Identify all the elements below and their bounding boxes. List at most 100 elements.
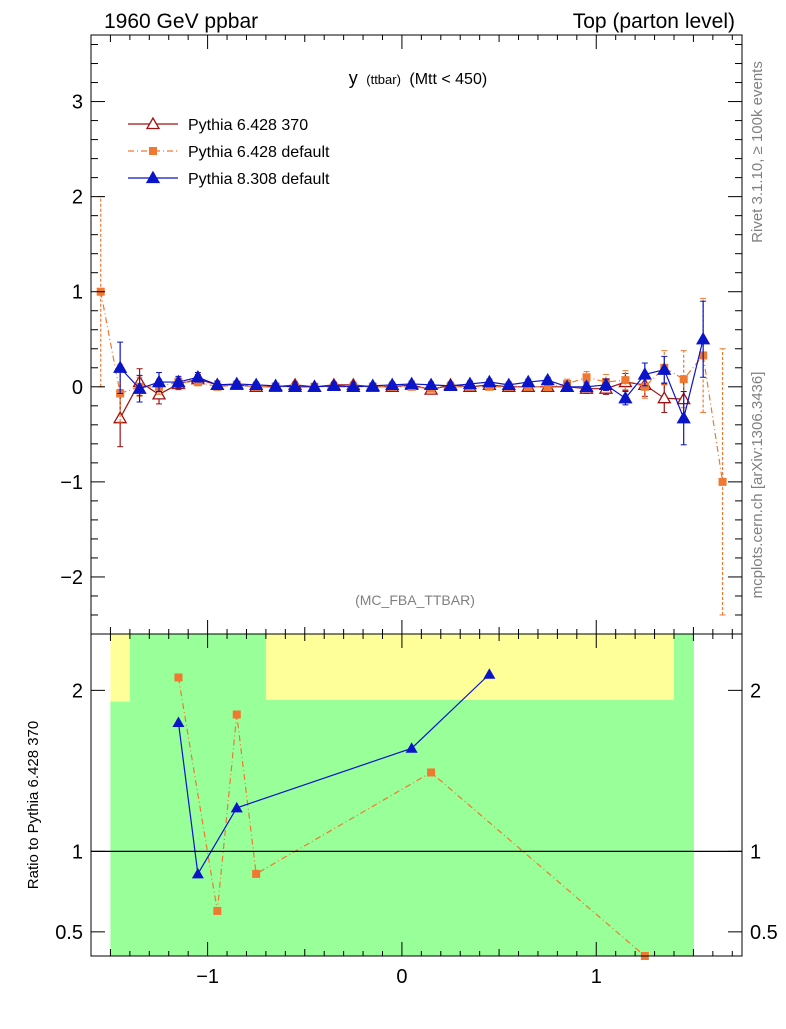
header-left: 1960 GeV ppbar — [104, 10, 258, 33]
data-point — [385, 377, 400, 391]
band-green — [401, 700, 422, 956]
data-point — [268, 378, 283, 391]
legend-label: Pythia 6.428 default — [188, 144, 330, 161]
data-point — [210, 377, 225, 391]
data-point — [171, 374, 186, 388]
legend-item: Pythia 6.428 370 — [128, 116, 308, 134]
band-yellow — [265, 634, 286, 701]
plot-title-small: (ttbar) — [366, 72, 401, 87]
plot-title-tail: (Mtt < 450) — [409, 71, 487, 88]
plot-title: y (ttbar) (Mtt < 450) — [349, 68, 487, 88]
ytick-label: 0 — [72, 377, 83, 399]
ratio-line — [177, 677, 646, 957]
band-green — [304, 700, 325, 956]
ratio-point — [172, 716, 185, 728]
ratio-point — [252, 869, 261, 878]
data-point — [151, 374, 167, 388]
band-yellow — [460, 634, 481, 701]
band-green — [557, 700, 578, 956]
ratio-ylabel: Ratio to Pythia 6.428 370 — [25, 721, 42, 889]
band-yellow — [110, 634, 131, 702]
data-point — [404, 376, 419, 390]
data-point — [543, 382, 552, 391]
data-point — [540, 372, 555, 386]
data-point — [559, 379, 575, 392]
data-point — [462, 376, 478, 390]
data-point — [521, 374, 536, 388]
series-2 — [96, 196, 727, 616]
band-yellow — [635, 634, 656, 701]
data-point — [132, 381, 147, 394]
ytick-label: 1 — [72, 282, 83, 304]
xtick-label: −1 — [196, 966, 219, 988]
watermark: (MC_FBA_TTBAR) — [355, 592, 475, 608]
data-point — [145, 170, 161, 184]
ratio-point — [405, 742, 418, 753]
legend-label: Pythia 8.308 default — [188, 171, 330, 188]
data-point — [229, 376, 244, 390]
band-yellow — [421, 634, 442, 701]
band-green — [382, 700, 403, 956]
band-green — [110, 701, 131, 956]
band-green — [265, 700, 286, 956]
data-point — [679, 375, 688, 384]
data-point — [249, 377, 264, 391]
series-3 — [113, 300, 711, 446]
ratio-series-2 — [172, 668, 496, 879]
data-point — [287, 379, 303, 392]
ratio-point — [230, 801, 243, 813]
band-green — [635, 700, 656, 956]
band-yellow — [557, 634, 578, 701]
data-point — [145, 116, 161, 130]
xtick-label: 0 — [396, 966, 407, 988]
data-point — [113, 360, 128, 373]
mcplots-label: mcplots.cern.ch [arXiv:1306.3436] — [749, 372, 766, 599]
ratio-ytick-label: 2 — [72, 680, 83, 702]
data-point — [598, 377, 614, 391]
band-yellow — [576, 634, 597, 701]
ratio-point — [483, 668, 496, 679]
data-point — [482, 374, 497, 388]
band-green — [654, 700, 675, 956]
band-yellow — [343, 634, 364, 701]
legend-item: Pythia 6.428 default — [128, 144, 330, 161]
xtick-label: 1 — [591, 966, 602, 988]
band-green — [343, 700, 364, 956]
band-yellow — [285, 634, 306, 701]
band-green — [615, 700, 636, 956]
data-point — [621, 376, 630, 385]
ratio-plot-frame — [90, 633, 743, 957]
band-green — [421, 700, 442, 956]
data-point — [582, 373, 591, 382]
legend-label: Pythia 6.428 370 — [188, 117, 308, 134]
band-green — [440, 700, 461, 956]
band-yellow — [537, 634, 558, 701]
band-green — [285, 700, 306, 956]
ratio-plot-panel: 0.5 0.5 1 1 2 2 −1 0 1 — [55, 633, 778, 988]
band-yellow — [479, 634, 500, 701]
ytick-label: 2 — [72, 187, 83, 209]
band-green — [168, 634, 189, 956]
ratio-ytick-label-right: 2 — [750, 680, 761, 702]
data-point — [113, 410, 128, 424]
ratio-ytick-label: 1 — [72, 841, 83, 863]
data-point — [640, 382, 649, 391]
band-green — [576, 700, 597, 956]
ytick-label: 3 — [72, 92, 83, 114]
data-point — [718, 477, 727, 486]
data-point — [657, 390, 672, 404]
band-green — [149, 634, 170, 956]
band-yellow — [499, 634, 520, 701]
band-yellow — [401, 634, 422, 701]
data-point — [657, 362, 672, 375]
band-yellow — [615, 634, 636, 701]
band-yellow — [654, 634, 675, 701]
ratio-point — [174, 673, 183, 682]
ratio-point — [191, 867, 204, 879]
data-point — [365, 378, 380, 391]
band-green — [207, 634, 228, 956]
plot-title-main: y — [349, 68, 358, 88]
band-yellow — [382, 634, 403, 701]
ratio-ytick-label: 0.5 — [55, 922, 83, 944]
